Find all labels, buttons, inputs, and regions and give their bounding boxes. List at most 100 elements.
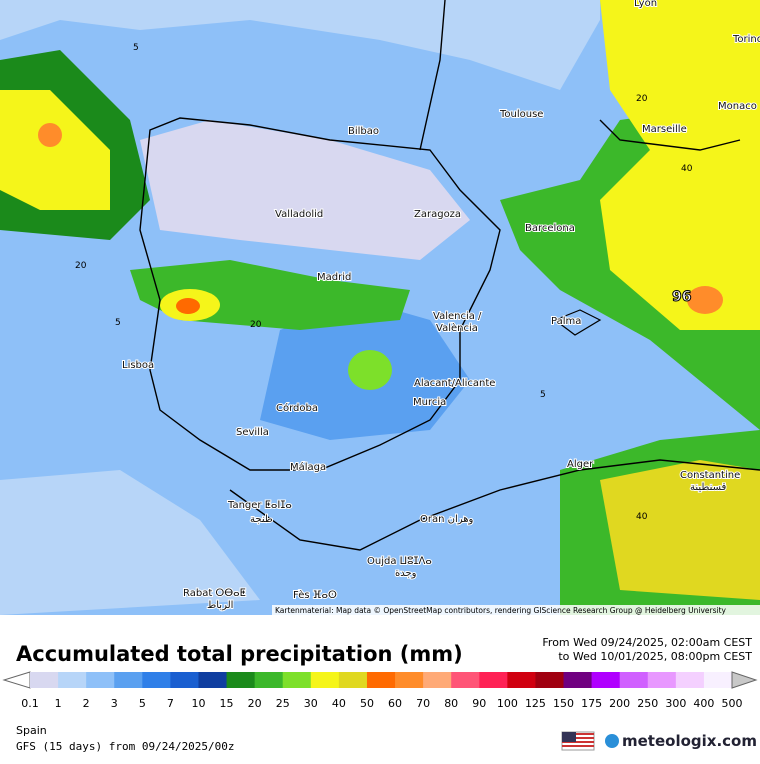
colorbar-label: 90 xyxy=(472,697,486,710)
precip xyxy=(687,286,723,314)
map xyxy=(0,0,760,615)
city: Palma xyxy=(551,316,581,327)
colorbar-bin xyxy=(254,672,284,688)
colorbar-label: 100 xyxy=(497,697,518,710)
colorbar-bin xyxy=(142,672,171,688)
city: Monaco xyxy=(718,101,757,112)
city: Oran وهران xyxy=(420,514,474,525)
colorbar-bin xyxy=(395,672,424,688)
city: Oujda ⵡⵓⵊⴷⴰ xyxy=(367,556,432,567)
colorbar-bin xyxy=(423,672,452,688)
city: València xyxy=(436,322,478,334)
city: Tanger ⵟⴰⵏⵊⴰ xyxy=(227,500,292,511)
city: Valladolid xyxy=(275,209,323,220)
city: Constantine xyxy=(680,470,740,481)
city: Córdoba xyxy=(276,402,318,414)
precip xyxy=(600,0,760,330)
colorbar-bin xyxy=(591,672,621,688)
contour-label: 5 xyxy=(540,390,546,400)
colorbar-label: 7 xyxy=(167,697,174,710)
city: Marseille xyxy=(642,124,687,135)
colorbar-label: 250 xyxy=(637,697,658,710)
contour-label: 20 xyxy=(75,261,87,271)
flag-canton xyxy=(562,732,576,742)
precip xyxy=(0,470,260,615)
period-to: to Wed 10/01/2025, 08:00pm CEST xyxy=(558,650,752,663)
precip xyxy=(348,350,392,390)
city: Lisboa xyxy=(122,360,154,371)
colorbar-label: 150 xyxy=(553,697,574,710)
island xyxy=(553,309,602,336)
colorbar-bin xyxy=(170,672,199,688)
contour-label: 20 xyxy=(250,320,262,330)
colorbar-bin xyxy=(282,672,312,688)
colorbar-bin xyxy=(366,672,396,688)
colorbar-label: 125 xyxy=(525,697,546,710)
city-labels: Lyon Torino Monaco Marseille Toulouse Bi… xyxy=(75,0,760,615)
colorbar-label: 20 xyxy=(248,697,262,710)
colorbar-label: 500 xyxy=(722,697,743,710)
colorbar-label: 25 xyxy=(276,697,290,710)
colorbar-label: 50 xyxy=(360,697,374,710)
colorbar-bin xyxy=(338,672,368,688)
city: Alger xyxy=(567,459,594,470)
city: Lyon xyxy=(634,0,657,9)
colorbar-label: 40 xyxy=(332,697,346,710)
colorbar-label: 80 xyxy=(444,697,458,710)
colorbar-bin xyxy=(226,672,256,688)
colorbar-below xyxy=(2,671,31,689)
colorbar-label: 60 xyxy=(388,697,402,710)
contour-label: 40 xyxy=(636,512,648,522)
city: Fès ⴼⴰⵙ xyxy=(293,589,337,601)
colorbar-bin xyxy=(30,672,59,688)
city: Alacant/Alicante xyxy=(414,378,495,389)
city: Bilbao xyxy=(348,126,379,137)
colorbar-bin xyxy=(479,672,508,688)
city: قسنطينة xyxy=(690,482,727,493)
colorbar-label: 0.1 xyxy=(21,697,39,710)
logo-icon xyxy=(605,734,619,748)
colorbar-label: 200 xyxy=(609,697,630,710)
city: Murcia xyxy=(413,397,446,408)
contour-label: 20 xyxy=(636,94,648,104)
colorbar-label: 175 xyxy=(581,697,602,710)
colorbar-label: 1 xyxy=(55,697,62,710)
flag-stripes xyxy=(562,733,594,747)
precip xyxy=(0,0,600,90)
city: الرباط xyxy=(207,600,233,611)
colorbar-bin xyxy=(86,672,115,688)
colorbar-label: 10 xyxy=(191,697,205,710)
colorbar-bin xyxy=(675,672,705,688)
precip xyxy=(176,298,200,314)
precip xyxy=(38,123,62,147)
colorbar-bin xyxy=(563,672,593,688)
max-label: 96 xyxy=(672,289,691,305)
city: Barcelona xyxy=(525,223,575,234)
colorbar-bin xyxy=(198,672,228,688)
coastline xyxy=(229,459,760,551)
colorbar-bin xyxy=(535,672,565,688)
colorbar-label: 300 xyxy=(665,697,686,710)
colorbar-bin xyxy=(310,672,340,688)
precip xyxy=(140,120,470,260)
city: Zaragoza xyxy=(414,209,461,220)
region: Spain xyxy=(16,724,47,737)
colorbar-label: 30 xyxy=(304,697,318,710)
city: Toulouse xyxy=(499,109,543,120)
colorbar-label: 5 xyxy=(139,697,146,710)
brand: meteologix.com xyxy=(622,732,757,750)
city: Málaga xyxy=(290,461,326,473)
colorbar-bin xyxy=(451,672,480,688)
colorbar-bin xyxy=(703,672,733,688)
colorbar-bin xyxy=(114,672,143,688)
colorbar-label: 15 xyxy=(220,697,234,710)
colorbar-bin xyxy=(507,672,536,688)
model-run: GFS (15 days) from 09/24/2025/00z xyxy=(16,740,235,753)
colorbar-bin xyxy=(58,672,87,688)
coastline xyxy=(419,0,741,151)
city: Madrid xyxy=(317,272,351,283)
colorbar-bin xyxy=(619,672,649,688)
city: Valencia / xyxy=(433,311,482,322)
contour-label: 5 xyxy=(115,318,121,328)
